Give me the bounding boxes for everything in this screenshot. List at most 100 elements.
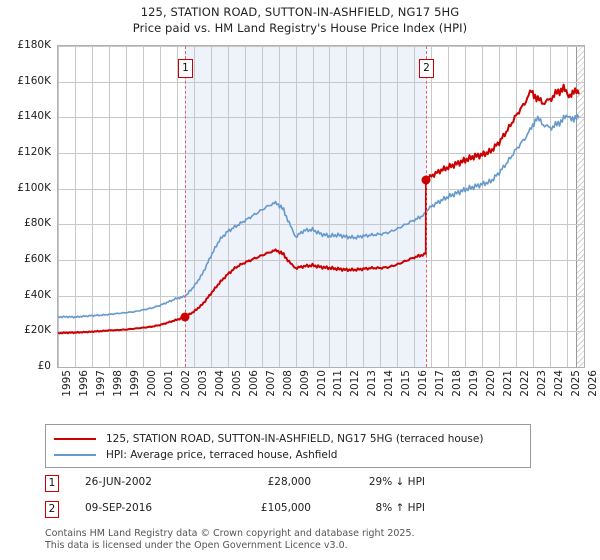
x-axis-tick-label: 1995 <box>61 370 73 397</box>
x-axis-tick-label: 2002 <box>179 370 192 397</box>
gridline-vertical <box>499 46 501 367</box>
provisional-data-hatch <box>576 46 584 367</box>
gridline-vertical <box>58 46 59 367</box>
attribution-footer: Contains HM Land Registry data © Crown c… <box>45 528 565 551</box>
x-axis-tick-label: 2022 <box>519 370 532 397</box>
transaction-date-1: 26-JUN-2002 <box>85 476 152 488</box>
provisional-band-edge <box>575 46 577 367</box>
y-axis-tick-label: £120K <box>17 146 51 158</box>
gridline-horizontal <box>58 188 584 190</box>
footer-line-2: This data is licensed under the Open Gov… <box>45 539 348 551</box>
transaction-hpi-delta-1: 29% ↓ HPI <box>368 476 425 488</box>
x-axis-tick-label: 1998 <box>111 370 124 397</box>
x-axis-tick-label: 2000 <box>145 370 158 397</box>
gridline-horizontal <box>58 295 584 297</box>
x-axis-tick-label: 2013 <box>366 370 379 397</box>
x-axis-tick-label: 2010 <box>315 370 328 397</box>
transaction-point-2[interactable] <box>421 175 431 185</box>
x-axis-tick-label: 2015 <box>400 370 413 397</box>
gridline-vertical <box>380 46 382 367</box>
title-line-2: Price paid vs. HM Land Registry's House … <box>132 21 468 35</box>
chart-marker-1[interactable]: 1 <box>177 59 193 78</box>
y-axis-tick-label: £140K <box>17 110 51 123</box>
x-axis-tick-label: 2016 <box>417 370 430 397</box>
x-axis-labels: 1995 1996 1997 1998 1999 2000 2001 2002 2003 2004… <box>57 370 599 410</box>
transaction-hpi-delta-2: 8% ↑ HPI <box>375 502 425 514</box>
gridline-vertical <box>227 46 229 367</box>
series-line <box>58 114 580 319</box>
x-axis-tick-label: 2020 <box>485 370 498 397</box>
gridline-vertical <box>414 46 416 367</box>
gridline-horizontal <box>58 224 584 226</box>
x-axis-tick-label: 2025 <box>570 370 583 397</box>
x-axis-tick-label: 2009 <box>298 370 311 397</box>
table-row: 2 09-SEP-2016 £105,000 8% ↑ HPI <box>45 500 531 526</box>
transaction-date-2: 09-SEP-2016 <box>85 502 153 514</box>
gridline-horizontal <box>58 260 584 261</box>
series-lines <box>58 83 580 335</box>
page-title: 125, STATION ROAD, SUTTON-IN-ASHFIELD, N… <box>0 4 600 36</box>
transaction-marker-1: 1 <box>45 475 59 492</box>
gridline-vertical <box>159 46 161 367</box>
gridline-vertical <box>312 46 314 367</box>
transaction-price-2: £105,000 <box>260 502 311 514</box>
gridline-vertical <box>74 46 76 367</box>
x-axis-tick-label: 2018 <box>451 370 464 397</box>
y-axis-tick-label: £20K <box>24 324 51 337</box>
x-axis-tick-label: 2017 <box>434 370 447 397</box>
transaction-marker-line <box>426 46 428 367</box>
y-axis-tick-label: £80K <box>24 217 51 230</box>
transaction-point-1[interactable] <box>180 312 190 322</box>
gridline-horizontal <box>58 81 584 83</box>
gridline-vertical <box>397 46 399 367</box>
gridline-horizontal <box>58 331 584 333</box>
gridline-vertical <box>550 46 552 367</box>
legend-swatch-blue-icon <box>54 454 96 456</box>
title-line-1: 125, STATION ROAD, SUTTON-IN-ASHFIELD, N… <box>140 5 460 19</box>
y-axis-tick-label: £100K <box>17 181 51 194</box>
transaction-marker-line <box>184 46 186 367</box>
series-line <box>58 83 580 335</box>
legend-label-price-paid: 125, STATION ROAD, SUTTON-IN-ASHFIELD, N… <box>106 433 484 445</box>
x-axis-tick-label: 2004 <box>213 370 226 397</box>
gridline-vertical <box>244 46 246 367</box>
y-axis-tick-label: £160K <box>17 74 51 87</box>
x-axis-tick-label: 2023 <box>536 370 549 397</box>
gridline-horizontal <box>58 367 584 368</box>
legend-item-hpi: HPI: Average price, terraced house, Ashf… <box>54 447 522 463</box>
x-axis-tick-label: 2005 <box>230 370 243 397</box>
gridline-horizontal <box>58 153 584 154</box>
gridline-vertical <box>465 46 467 367</box>
x-axis-tick-label: 2026 <box>587 370 599 397</box>
chart-legend: 125, STATION ROAD, SUTTON-IN-ASHFIELD, N… <box>45 424 531 468</box>
gridline-vertical <box>142 46 144 367</box>
gridline-vertical <box>125 46 127 367</box>
x-axis-tick-label: 2003 <box>196 370 209 397</box>
x-axis-tick-label: 1996 <box>77 370 90 397</box>
y-axis-tick-label: £0 <box>37 360 51 372</box>
legend-item-price-paid: 125, STATION ROAD, SUTTON-IN-ASHFIELD, N… <box>54 431 522 447</box>
gridline-vertical <box>108 46 110 367</box>
gridline-vertical <box>193 46 195 367</box>
gridline-vertical <box>261 46 263 367</box>
x-axis-tick-label: 2008 <box>281 370 294 397</box>
chart-marker-2[interactable]: 2 <box>419 59 435 78</box>
gridline-vertical <box>329 46 331 367</box>
y-axis-tick-label: £40K <box>24 288 51 301</box>
transaction-marker-2: 2 <box>45 501 59 518</box>
x-axis-tick-label: 2012 <box>349 370 362 397</box>
gridline-vertical <box>210 46 212 367</box>
transaction-price-1: £28,000 <box>267 476 311 488</box>
gridline-vertical <box>567 46 569 367</box>
gridline-vertical <box>91 46 93 367</box>
transactions-table: 1 26-JUN-2002 £28,000 29% ↓ HPI 2 09-SEP… <box>45 474 531 526</box>
ownership-period-band <box>184 46 427 367</box>
gridline-vertical <box>482 46 484 367</box>
x-axis-tick-label: 1997 <box>94 370 107 397</box>
x-axis-tick-label: 1999 <box>128 370 141 397</box>
gridline-vertical <box>346 46 348 367</box>
legend-swatch-red-icon <box>54 438 96 440</box>
gridline-vertical <box>363 46 365 367</box>
